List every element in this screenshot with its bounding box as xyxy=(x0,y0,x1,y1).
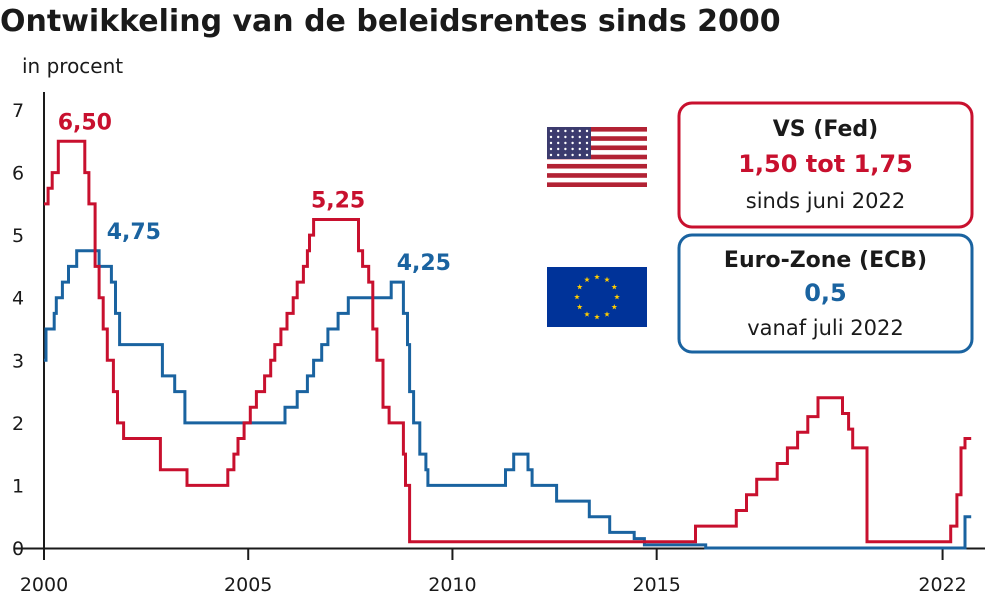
chart-title: Ontwikkeling van de beleidsrentes sinds … xyxy=(0,4,781,39)
fed-box-rate: 1,50 tot 1,75 xyxy=(738,150,913,178)
series-layer xyxy=(44,139,972,550)
eu-flag-icon xyxy=(547,267,647,327)
x-tick-label: 2010 xyxy=(428,574,476,596)
ecb-box-since: vanaf juli 2022 xyxy=(747,316,903,340)
y-tick-label: 2 xyxy=(12,413,24,435)
x-tick-label: 2015 xyxy=(632,574,680,596)
y-tick-label: 5 xyxy=(12,225,24,247)
y-tick-label: 6 xyxy=(12,163,24,185)
x-tick-label: 2000 xyxy=(20,574,68,596)
fed-box-since: sinds juni 2022 xyxy=(746,189,905,213)
ecb-box-title: Euro-Zone (ECB) xyxy=(724,248,927,273)
peak-label: 4,75 xyxy=(107,220,161,245)
ecb-box-rate: 0,5 xyxy=(804,279,847,307)
y-tick-label: 7 xyxy=(12,100,24,122)
us-flag-icon xyxy=(547,127,647,187)
peak-label: 4,25 xyxy=(397,251,451,276)
y-tick-label: 0 xyxy=(12,538,24,560)
fed-box-title: VS (Fed) xyxy=(773,117,878,142)
fed-rate-line xyxy=(44,139,972,544)
annotations: 6,50 5,25 4,75 4,25 xyxy=(58,110,451,276)
axes: 0 1 2 3 4 5 6 7 2000 2005 2010 2015 2022 xyxy=(12,92,985,596)
y-tick-label: 4 xyxy=(12,288,24,310)
x-tick-label: 2022 xyxy=(918,574,966,596)
ecb-info-box: Euro-Zone (ECB) 0,5 vanaf juli 2022 xyxy=(677,233,974,354)
y-tick-label: 1 xyxy=(12,475,24,497)
ecb-rate-line xyxy=(44,249,972,550)
peak-label: 5,25 xyxy=(311,189,365,214)
y-tick-label: 3 xyxy=(12,350,24,372)
peak-label: 6,50 xyxy=(58,110,112,135)
x-tick-label: 2005 xyxy=(224,574,272,596)
chart-subtitle: in procent xyxy=(22,54,123,78)
fed-info-box: VS (Fed) 1,50 tot 1,75 sinds juni 2022 xyxy=(677,101,974,229)
